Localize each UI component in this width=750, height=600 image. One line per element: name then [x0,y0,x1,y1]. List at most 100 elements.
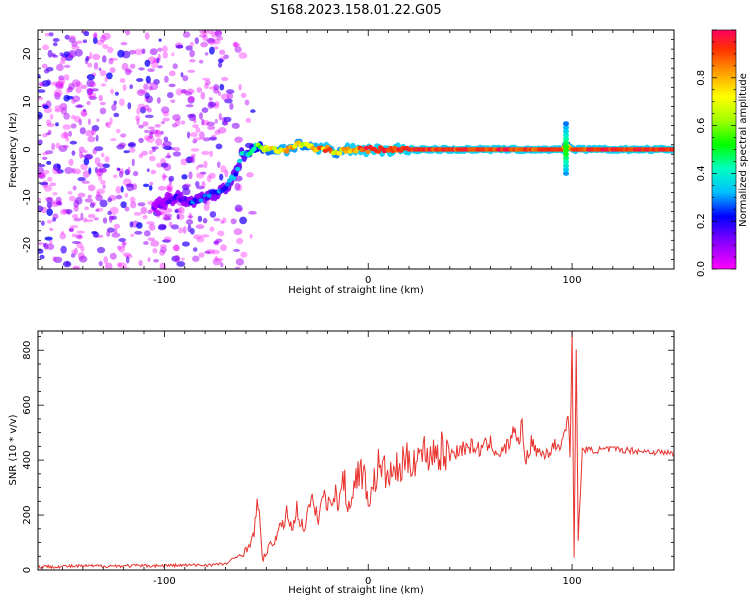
noise-blob [148,132,153,139]
noise-blob [124,192,129,198]
noise-blob [187,224,192,233]
y-tick-label: -10 [22,189,33,205]
noise-blob [115,186,122,194]
noise-blob [185,104,194,108]
noise-blob [115,194,123,200]
noise-blob [159,244,168,249]
noise-blob [154,130,162,138]
noise-blob [38,241,44,246]
noise-blob [219,49,226,55]
noise-blob [71,114,76,120]
noise-blob [84,153,94,160]
noise-blob [175,44,184,49]
noise-blob [149,129,158,135]
noise-blob [53,89,63,97]
noise-blob [92,231,99,238]
noise-blob [206,37,215,44]
colorbar-ticks: 0.0 0.2 0.4 0.6 0.8 [696,29,736,277]
top-y-axis: -20 -10 0 10 20 [22,29,674,270]
ridge-core [237,158,243,164]
noise-blob [238,84,242,91]
noise-blob [200,234,210,238]
noise-blob [209,211,217,218]
noise-blob [201,150,210,156]
noise-blob [181,241,190,247]
noise-blob [130,201,137,209]
noise-blob [47,176,53,182]
noise-blob [106,121,112,129]
noise-blob [107,46,114,54]
noise-blob [42,105,49,109]
noise-blob [200,41,209,48]
ridge-core [284,149,290,154]
noise-blob [99,101,106,106]
noise-blob [89,81,97,88]
noise-blob [216,36,224,41]
noise-blob [102,184,106,189]
noise-blob [164,75,169,83]
noise-blob [176,214,180,220]
noise-blob [38,81,44,86]
noise-blob [59,232,67,240]
noise-blob [246,172,254,178]
noise-blob [45,33,50,37]
noise-blob [38,139,43,145]
noise-blob [157,65,163,69]
noise-blob [113,174,118,179]
noise-blob [118,170,124,178]
noise-blob [104,76,108,83]
y-tick-label: 800 [22,341,33,360]
noise-blob [38,248,44,254]
noise-blob [121,62,129,71]
noise-blob [187,215,194,219]
noise-blob [38,89,46,93]
noise-blob [57,77,66,86]
noise-blob [107,197,112,203]
noise-blob [113,100,117,106]
noise-blob [65,137,70,142]
noise-blob [217,161,221,168]
noise-blob [52,217,56,222]
ridge-flare [563,167,569,173]
noise-blob [124,206,130,212]
noise-blob [162,175,168,179]
noise-blob [129,84,134,89]
noise-blob [111,232,121,238]
noise-blob [109,67,116,73]
noise-blob [208,97,213,101]
noise-blob [108,57,114,65]
noise-blob [171,52,175,57]
spectrogram-ridge [151,121,674,212]
noise-blob [71,99,76,104]
ridge-core [225,182,231,187]
noise-blob [233,41,238,48]
noise-blob [132,170,139,177]
noise-blob [147,68,155,72]
noise-blob [144,114,154,119]
noise-blob [72,79,81,88]
ridge-flare [563,132,569,138]
noise-blob [49,239,53,245]
noise-blob [144,59,151,67]
noise-blob [234,46,242,53]
noise-blob [43,184,53,192]
noise-blob [218,62,223,68]
noise-blob [143,241,149,245]
noise-blob [38,205,44,212]
noise-blob [81,112,87,116]
noise-blob [193,234,202,240]
noise-blob [207,125,216,130]
noise-blob [46,160,52,165]
noise-blob [57,170,62,175]
noise-blob [151,60,159,69]
bottom-x-axis: -100 0 100 [41,331,675,587]
noise-blob [96,188,106,195]
noise-blob [245,117,252,123]
noise-blob [44,150,54,155]
y-tick-label: 200 [22,506,33,525]
noise-blob [124,169,130,176]
noise-blob [78,146,85,154]
ridge-core [671,147,674,152]
noise-blob [168,70,176,77]
x-tick-label: 0 [365,275,371,286]
